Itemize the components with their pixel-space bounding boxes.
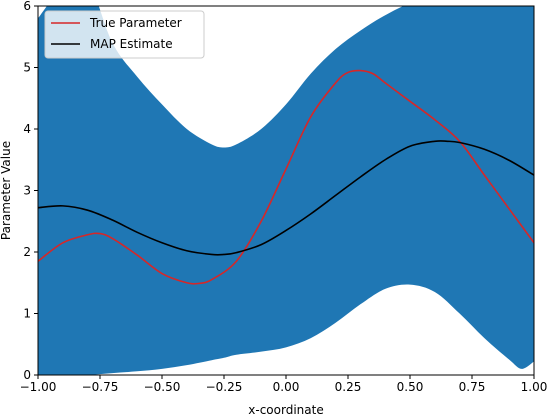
x-tick-label: −0.75	[82, 380, 119, 394]
y-tick-label: 4	[23, 122, 31, 136]
y-axis: 0 1 2 3 4 5 6	[23, 0, 38, 382]
x-tick-label: 0.50	[397, 380, 424, 394]
x-tick-label: −0.25	[206, 380, 243, 394]
y-tick-label: 3	[23, 184, 31, 198]
y-tick-label: 0	[23, 368, 31, 382]
x-tick-label: 0.25	[335, 380, 362, 394]
legend-label-map-estimate: MAP Estimate	[90, 37, 173, 51]
x-axis: −1.00 −0.75 −0.50 −0.25 0.00 0.25 0.50 0.75 1.00	[20, 375, 548, 394]
legend-box	[44, 10, 205, 59]
x-tick-label: 0.75	[459, 380, 486, 394]
x-tick-label: −1.00	[20, 380, 57, 394]
series-line-map-estimate	[38, 140, 534, 256]
y-tick-label: 5	[23, 61, 31, 75]
uncertainty-band	[38, 6, 534, 375]
y-axis-label: Parameter Value	[0, 141, 13, 240]
legend: True Parameter MAP Estimate	[44, 10, 205, 59]
y-tick-label: 1	[23, 307, 31, 321]
x-tick-label: 0.00	[273, 380, 300, 394]
series-line-true-parameter	[38, 69, 534, 285]
y-tick-label: 2	[23, 245, 31, 259]
x-tick-label: −0.50	[144, 380, 181, 394]
x-tick-label: 1.00	[521, 380, 548, 394]
x-axis-label: x-coordinate	[248, 403, 323, 417]
plot-area	[38, 6, 534, 375]
y-tick-label: 6	[23, 0, 31, 13]
legend-label-true-parameter: True Parameter	[89, 16, 182, 30]
